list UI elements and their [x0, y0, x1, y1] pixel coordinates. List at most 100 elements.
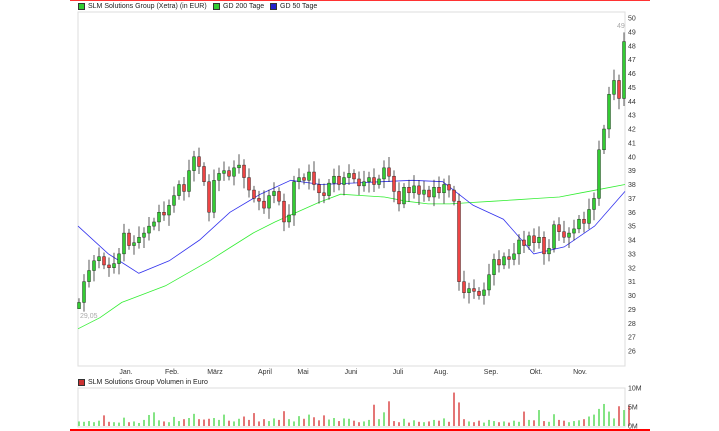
volume-bar — [333, 418, 335, 426]
candle-body — [287, 214, 291, 223]
volume-bar — [573, 421, 575, 426]
x-tick-label: Sep. — [484, 369, 498, 376]
volume-bar — [153, 412, 155, 426]
candle-body — [487, 274, 491, 291]
volume-bar — [618, 406, 620, 426]
volume-bar — [358, 422, 360, 426]
volume-bar — [293, 421, 295, 426]
volume-bar — [348, 418, 350, 426]
candle-body — [272, 191, 276, 196]
volume-bar — [318, 420, 320, 426]
volume-bar — [593, 414, 595, 426]
candle-body — [537, 237, 541, 243]
candle-body — [222, 170, 226, 174]
volume-bar — [418, 421, 420, 426]
candle-body — [247, 177, 251, 191]
candle-body — [167, 205, 171, 216]
candle-body — [482, 289, 486, 296]
candle-body — [127, 232, 131, 246]
candle-body — [267, 195, 271, 209]
volume-bar — [223, 414, 225, 426]
candle-body — [602, 128, 606, 151]
y-tick-label: 40 — [628, 154, 636, 161]
volume-bar — [118, 422, 120, 426]
candle-body — [432, 187, 436, 198]
volume-bar — [353, 420, 355, 426]
volume-bar — [143, 419, 145, 426]
volume-bar — [208, 418, 210, 426]
y-tick-label: 36 — [628, 210, 636, 217]
volume-bar — [253, 413, 255, 426]
candle-body — [567, 232, 571, 238]
volume-bar — [173, 416, 175, 426]
volume-bar — [548, 421, 550, 426]
candle-body — [77, 302, 81, 309]
y-tick-label: 48 — [628, 43, 636, 50]
candle-body — [607, 94, 611, 130]
candle-body — [447, 184, 451, 191]
candle-body — [237, 164, 241, 169]
volume-bar — [368, 419, 370, 426]
candle-body — [592, 198, 596, 210]
volume-bar — [578, 420, 580, 426]
volume-bar — [468, 421, 470, 426]
volume-bar — [433, 419, 435, 426]
y-tick-label: 34 — [628, 238, 636, 245]
volume-bar — [273, 418, 275, 426]
x-tick-label: April — [258, 369, 272, 376]
legend-price: SLM Solutions Group (Xetra) (in EUR) — [78, 3, 207, 10]
volume-bar — [243, 416, 245, 426]
volume-bar — [438, 420, 440, 426]
candle-body — [212, 180, 216, 213]
candle-body — [597, 149, 601, 199]
volume-bar — [218, 419, 220, 426]
candle-body — [437, 187, 441, 194]
x-tick-label: März — [207, 369, 223, 376]
volume-bar — [343, 418, 345, 426]
candle-body — [317, 184, 321, 194]
candle-body — [392, 175, 396, 192]
y-tick-label: 45 — [628, 85, 636, 92]
volume-bar — [203, 419, 205, 426]
volume-bar — [488, 419, 490, 426]
candle-body — [137, 237, 141, 243]
volume-bar — [88, 421, 90, 426]
y-tick-label: 42 — [628, 127, 636, 134]
candle-body — [352, 173, 356, 180]
volume-bar — [278, 419, 280, 426]
volume-bar — [598, 408, 600, 426]
volume-bar — [393, 421, 395, 426]
volume-bar — [528, 419, 530, 426]
candle-body — [332, 175, 336, 184]
volume-bar — [568, 422, 570, 426]
candle-body — [462, 281, 466, 293]
y-tick-label: 41 — [628, 140, 636, 147]
volume-bar — [413, 420, 415, 426]
legend-gd200-label: GD 200 Tage — [223, 3, 265, 10]
candle-body — [402, 187, 406, 205]
volume-bar — [518, 421, 520, 426]
y-tick-label: 33 — [628, 251, 636, 258]
y-tick-label: 28 — [628, 321, 636, 328]
legend-volume: SLM Solutions Group Volumen in Euro — [78, 379, 208, 386]
x-tick-label: Feb. — [165, 369, 179, 376]
candle-body — [362, 181, 366, 187]
volume-bar — [613, 418, 615, 426]
candle-body — [582, 218, 586, 224]
candle-body — [382, 167, 386, 180]
candle-body — [477, 291, 481, 296]
candle-body — [532, 235, 536, 243]
volume-bar — [303, 418, 305, 426]
candle-body — [152, 221, 156, 227]
candle-body — [297, 177, 301, 182]
volume-bar — [538, 410, 540, 426]
candle-body — [282, 200, 286, 223]
y-tick-label: 32 — [628, 265, 636, 272]
candle-body — [252, 189, 256, 199]
candle-body — [177, 184, 181, 196]
volume-bar — [423, 422, 425, 426]
gd200-line — [77, 184, 626, 330]
candle-body — [117, 253, 121, 264]
candle-body — [307, 171, 311, 181]
volume-bar — [498, 422, 500, 426]
